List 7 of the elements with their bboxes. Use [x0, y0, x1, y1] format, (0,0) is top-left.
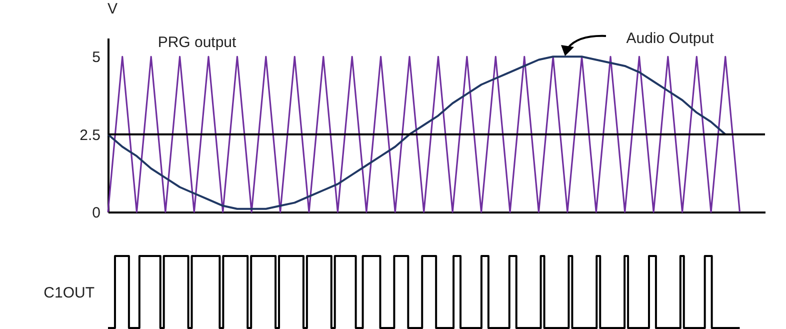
y-tick-label: 2.5: [80, 126, 100, 144]
y-tick-label: 0: [92, 204, 100, 222]
y-axis-title: V: [107, 0, 118, 18]
y-axis-title: C1OUT: [44, 284, 94, 302]
y-tick-label: 5: [92, 49, 100, 66]
series-label: Audio Output: [626, 30, 715, 47]
series-label: PRG output: [158, 34, 238, 51]
